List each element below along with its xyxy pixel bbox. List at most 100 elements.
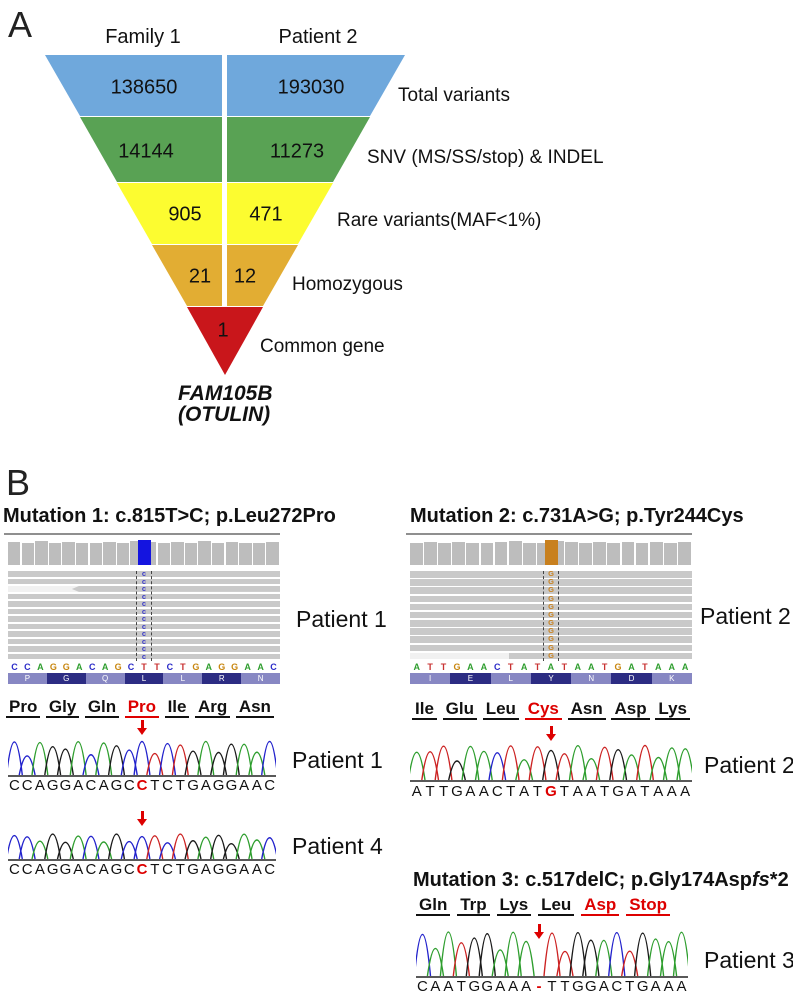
chrom-peak [261, 837, 276, 860]
coverage-bar [35, 541, 48, 565]
chrom-peak [636, 744, 654, 781]
seq-base-mutant: G [545, 783, 557, 800]
chrom-peak [672, 931, 688, 977]
seq-base: A [521, 978, 532, 995]
funnel-label-common-gene: Common gene [260, 336, 385, 357]
ref-base: A [75, 662, 83, 672]
chrom-peak [515, 759, 534, 781]
chrom-peak [501, 745, 520, 781]
mismatch-base: c [141, 651, 147, 661]
seq-base: A [98, 777, 109, 794]
read-row: c [8, 577, 280, 585]
seq-base: A [663, 978, 674, 995]
ref-base: A [205, 662, 213, 672]
ref-base: A [547, 662, 555, 672]
igv2-patient-label: Patient 2 [700, 603, 791, 629]
ref-base: T [507, 662, 514, 672]
count-family1-total: 138650 [110, 76, 178, 99]
aa-label-mutant: Cys [524, 700, 562, 720]
read-row: G [410, 593, 692, 603]
seq-base: G [59, 861, 72, 878]
read-row: G [410, 619, 692, 627]
seq-base: G [46, 777, 59, 794]
ref-base: A [101, 662, 109, 672]
ref-base: T [642, 662, 648, 672]
coverage-bar [522, 542, 536, 565]
aa-labels-mutation2: Ile Glu Leu Cys Asn Asp Lys [412, 700, 690, 720]
aa-segment: D [611, 673, 652, 684]
mismatch-base: c [141, 636, 147, 646]
coverage-bar [438, 543, 452, 565]
seq-base: A [478, 783, 489, 800]
read-row: G [410, 644, 692, 652]
read-row: G [410, 603, 692, 611]
funnel-label-rare-variants: Rare variants(MAF<1%) [337, 210, 542, 231]
coverage-bar [635, 543, 649, 565]
seq-base: T [600, 783, 610, 800]
chrom-peak [426, 948, 445, 977]
aa-label: Lys [496, 896, 532, 916]
chrom-peak [448, 760, 466, 781]
aa-label: Trp [457, 896, 490, 916]
seq-base: T [150, 777, 160, 794]
seq-base: C [123, 861, 135, 878]
mismatch-base: c [141, 569, 147, 578]
ref-base: A [628, 662, 635, 672]
column-header-family1: Family 1 [105, 26, 181, 48]
column-header-patient2: Patient 2 [278, 26, 358, 48]
seq-base: T [560, 978, 570, 995]
ref-base: C [127, 662, 135, 672]
seq-base: A [430, 978, 441, 995]
ref-base: A [480, 662, 488, 672]
seq-base: G [225, 777, 238, 794]
chrom-peak [56, 841, 74, 860]
seq-base: G [187, 777, 199, 794]
read-row: G [410, 635, 692, 644]
mismatch-base: G [548, 593, 554, 603]
coverage-bar [677, 541, 691, 565]
ref-base: T [180, 662, 186, 672]
gene-name-line2: (OTULIN) [178, 403, 271, 426]
variant-column-dash-right [558, 571, 559, 661]
mismatch-base: c [141, 606, 147, 616]
seq-base: A [626, 783, 637, 800]
seq-base: A [200, 861, 211, 878]
aa-segment: G [46, 673, 86, 684]
mismatch-base: c [141, 644, 147, 653]
coverage-bar [21, 543, 34, 565]
coverage-bar [184, 542, 198, 565]
read-row: c [8, 592, 280, 600]
seq-base: G [612, 783, 624, 800]
ref-base: T [427, 662, 433, 672]
aa-label-mutant: Asp [581, 896, 620, 916]
funnel-column-divider [222, 55, 227, 306]
chrom-peak [120, 840, 138, 860]
ref-base: A [520, 662, 528, 672]
seq-base: A [519, 783, 530, 800]
mutation-arrow-icon [137, 811, 147, 826]
seq-base: G [585, 978, 597, 995]
aa-label: Asp [611, 700, 650, 720]
seq-base-mutant: - [536, 978, 542, 995]
chrom-peak [416, 934, 432, 977]
aa-label: Gln [416, 896, 451, 916]
read-row: c [8, 606, 280, 616]
chrom-peak [197, 740, 215, 776]
seq-base: A [239, 861, 250, 878]
seq-base: T [625, 978, 635, 995]
read-row: G [410, 652, 692, 660]
read-row: G [410, 586, 692, 594]
mismatch-base: c [141, 629, 147, 638]
coverage-bar [579, 542, 593, 565]
aa-segment: K [651, 673, 692, 684]
ref-base: A [574, 662, 582, 672]
seq-base: A [465, 783, 476, 800]
aa-label: Leu [482, 700, 519, 720]
mismatch-base: c [141, 599, 147, 608]
seq-base: T [456, 978, 466, 995]
coverage-bar [116, 542, 130, 565]
coverage-bar [452, 541, 466, 565]
